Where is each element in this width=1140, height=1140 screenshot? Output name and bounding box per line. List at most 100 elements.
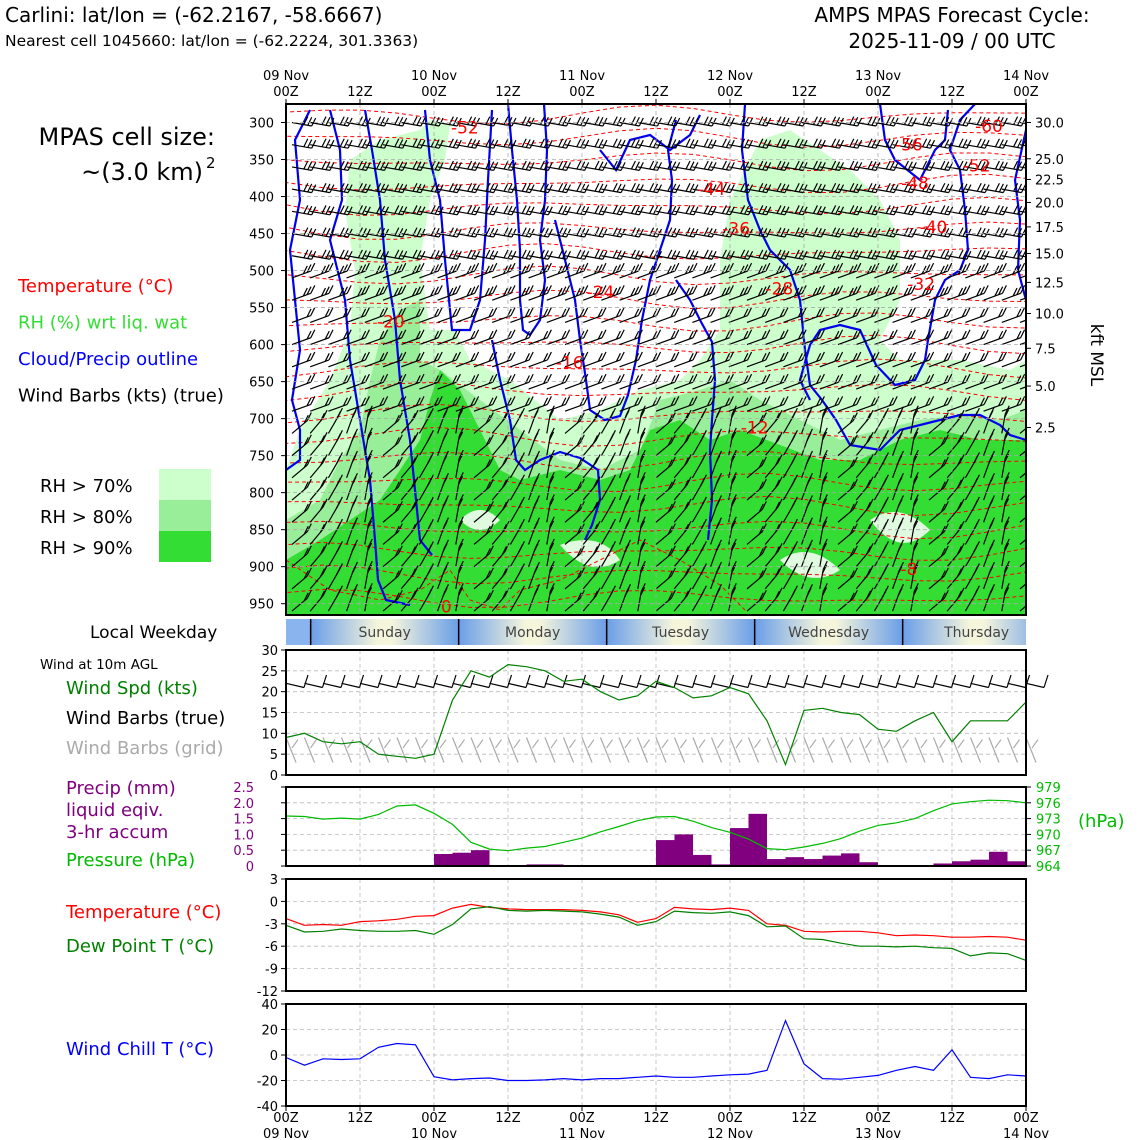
legend-entry: Wind Barbs (kts) (true)	[18, 386, 224, 407]
wind-barb-flag	[897, 498, 903, 508]
wind-barb-flag	[868, 520, 874, 530]
wind-barb	[492, 121, 513, 127]
wind-barb-flag	[947, 329, 953, 339]
wind-barb	[1019, 538, 1026, 545]
wind-barb-flag	[988, 543, 994, 552]
temperature-contour	[286, 152, 1026, 172]
wind-barb-flag	[865, 457, 872, 466]
wind-barb-flag	[458, 405, 464, 414]
wind-barb-flag	[966, 117, 972, 127]
wind-barb	[528, 188, 549, 194]
wind-barb-flag	[517, 588, 523, 598]
top-date-label: 11 Nov	[559, 69, 605, 84]
wind-barb-flag	[699, 477, 705, 487]
wind-barb-flag	[670, 353, 676, 362]
wind-barb-flag	[521, 182, 527, 192]
wind-barb	[564, 255, 585, 260]
wind-barb	[728, 232, 749, 238]
wind-barb-flag	[1017, 139, 1023, 148]
wind-barb-flag	[976, 116, 982, 125]
wind-barb-flag	[547, 139, 553, 149]
wind-barb-flag	[322, 565, 328, 574]
wind-barb-flag	[410, 546, 417, 555]
wind-barb-flag	[667, 116, 673, 125]
wind-barb-flag	[839, 674, 846, 688]
wind-barb-flag	[777, 432, 783, 441]
wind-barb-flag	[507, 250, 513, 259]
wind-barb-flag	[504, 543, 510, 552]
wind-barb-flag	[774, 435, 781, 444]
wind-barb-flag	[744, 117, 750, 126]
wind-barb-flag	[885, 249, 891, 259]
wind-barb-flag	[452, 353, 458, 362]
wind-barb-flag	[783, 285, 789, 294]
wind-barb-flag	[367, 427, 373, 437]
wind-barb-flag	[413, 454, 419, 463]
wind-barb-flag	[322, 409, 328, 419]
wind-barb-flag	[929, 351, 935, 361]
wind-barb-flag	[343, 250, 349, 259]
wind-barb-flag	[339, 182, 345, 192]
wind-barb-flag	[758, 182, 764, 192]
wind-barb-flag	[692, 329, 698, 339]
wind-barb-flag	[1012, 287, 1018, 297]
wind-barb-flag	[692, 285, 698, 294]
wind-barb-flag	[871, 205, 877, 215]
wind-barb	[583, 121, 604, 127]
wind-barb-flag	[383, 228, 390, 238]
wind-barb-flag	[765, 674, 772, 688]
wind-barb-flag	[495, 739, 502, 749]
wind-barb	[544, 737, 556, 763]
wind-barb-flag	[956, 546, 963, 555]
wind-barb-flag	[595, 409, 601, 419]
wind-barb-flag	[929, 228, 936, 238]
precip-tick-label: 1.5	[233, 813, 254, 828]
wind-barb-flag	[706, 264, 712, 273]
wind-barb-flag	[731, 476, 737, 485]
wind-barb-flag	[802, 117, 808, 127]
wind-barb-flag	[692, 307, 698, 316]
temperature-label: -16	[556, 353, 584, 373]
wind-barb-flag	[838, 228, 845, 238]
wind-barb	[401, 144, 422, 149]
wind-barb-flag	[988, 476, 994, 486]
wind-barb	[401, 255, 422, 260]
wind-barb-flag	[547, 250, 553, 260]
wind-barb-flag	[339, 138, 345, 148]
wind-barb-flag	[913, 542, 919, 552]
wind-barb-flag	[649, 182, 655, 192]
wind-barb-flag	[397, 434, 403, 444]
wind-barb-flag	[346, 307, 352, 316]
wind-barb-flag	[619, 373, 625, 383]
kft-tick-label: 15.0	[1035, 248, 1064, 263]
wind-barb-flag	[703, 249, 709, 259]
wind-barb-flag	[576, 138, 582, 148]
wind-barb-flag	[597, 264, 603, 273]
wind-barb	[328, 144, 349, 149]
wind-barb-flag	[959, 498, 965, 508]
wind-barb-flag	[820, 184, 826, 193]
wind-barb-flag	[474, 206, 481, 216]
wind-barb-flag	[474, 262, 480, 272]
wind-barb-flag	[347, 162, 353, 171]
wind-barb	[291, 188, 312, 194]
wind-barb-flag	[595, 476, 601, 486]
wind-barb-flag	[394, 592, 400, 602]
wind-barb-flag	[849, 138, 855, 148]
wind-barb-flag	[913, 520, 919, 529]
wind-barb-flag	[731, 560, 737, 570]
wind-barb-flag	[503, 249, 509, 259]
wind-barb-flag	[761, 286, 767, 295]
wind-barb-flag	[693, 250, 699, 260]
wind-barb-flag	[328, 307, 334, 316]
wind-barb-flag	[729, 228, 735, 238]
legend-entry: RH (%) wrt liq. wat	[18, 313, 187, 334]
wind-barb-flag	[758, 138, 764, 148]
wind-barb-flag	[467, 249, 473, 259]
wind-barb-flag	[361, 183, 367, 193]
wind-barb-flag	[458, 431, 464, 441]
wind-barb-flag	[822, 431, 828, 441]
wind-barb	[473, 166, 494, 171]
wind-barb	[1001, 255, 1022, 260]
